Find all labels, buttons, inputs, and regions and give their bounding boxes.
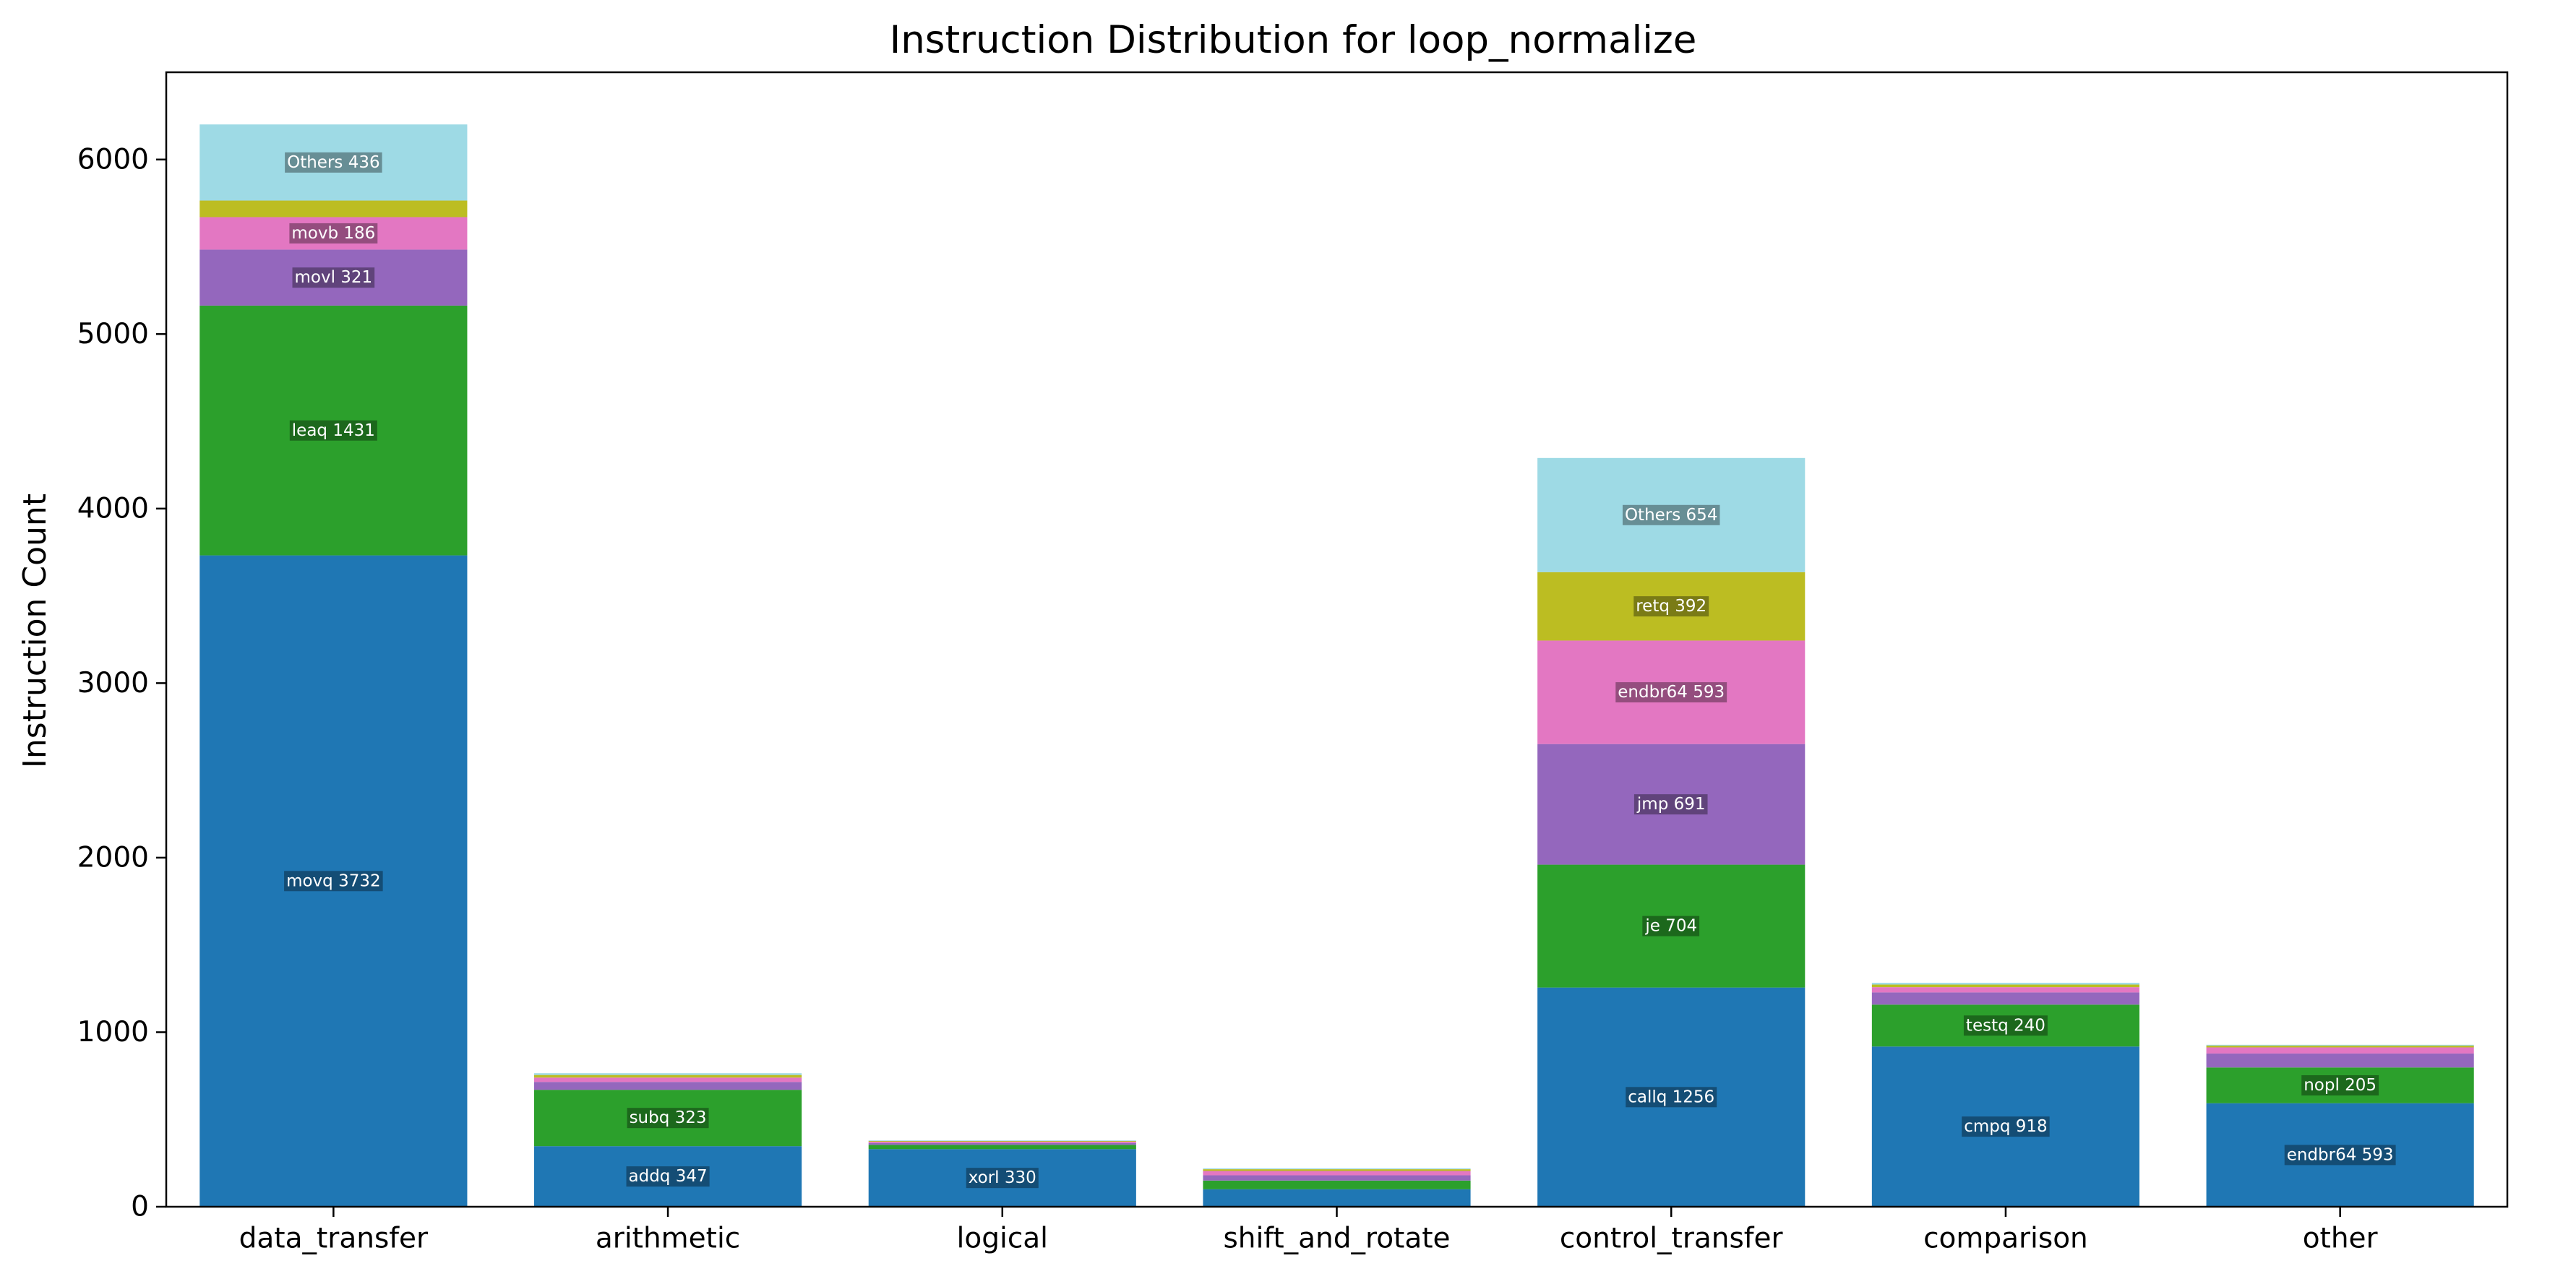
bar-segment <box>533 1075 802 1078</box>
y-tick-label: 4000 <box>77 492 149 525</box>
bar-segment <box>1871 1046 2140 1207</box>
y-tick-label: 3000 <box>77 667 149 699</box>
bar-segment <box>1203 1169 1471 1171</box>
svg-text:jmp 691: jmp 691 <box>1636 795 1706 814</box>
bar-segment <box>1203 1175 1471 1181</box>
x-tick-label: other <box>2303 1223 2379 1255</box>
svg-text:movl 321: movl 321 <box>295 268 373 287</box>
svg-text:endbr64 593: endbr64 593 <box>2287 1145 2394 1164</box>
segment-label: jmp 691 <box>1633 794 1708 815</box>
svg-text:nopl 205: nopl 205 <box>2304 1076 2377 1095</box>
bar-segment <box>2206 1047 2474 1054</box>
bar-segment <box>533 1082 802 1090</box>
bar-segment <box>199 217 468 250</box>
x-tick-label: control_transfer <box>1560 1223 1784 1255</box>
segment-label: cmpq 918 <box>1962 1116 2050 1137</box>
x-axis: data_transfer arithmetic logical shift_and_… <box>239 1207 2379 1255</box>
bar-segment <box>1537 572 1806 641</box>
bar-segment <box>2206 1053 2474 1068</box>
svg-text:cmpq 918: cmpq 918 <box>1964 1117 2047 1136</box>
svg-text:leaq 1431: leaq 1431 <box>292 421 375 440</box>
bar-segment <box>1537 987 1806 1207</box>
bar-segment <box>199 249 468 306</box>
x-tick-label: arithmetic <box>596 1223 740 1255</box>
svg-text:movq 3732: movq 3732 <box>286 871 381 890</box>
x-tick-label: data_transfer <box>239 1223 429 1255</box>
bar-segment <box>2206 1103 2474 1207</box>
y-axis-title: Instruction Count <box>17 494 53 768</box>
svg-text:Others 436: Others 436 <box>287 153 380 172</box>
bar-segment <box>868 1140 1136 1141</box>
segment-label: je 704 <box>1642 916 1700 936</box>
x-tick-label: logical <box>957 1223 1048 1255</box>
bar-segment <box>1871 984 2140 988</box>
x-tick-label: shift_and_rotate <box>1223 1223 1450 1255</box>
svg-text:testq 240: testq 240 <box>1966 1016 2045 1035</box>
bar-segment <box>1871 992 2140 1005</box>
svg-text:je 704: je 704 <box>1644 917 1697 936</box>
bar-segment <box>1537 640 1806 744</box>
bar-segment <box>1871 1004 2140 1047</box>
bar-segment <box>533 1090 802 1147</box>
y-tick-label: 0 <box>131 1191 149 1223</box>
segment-label: Others 436 <box>285 152 382 173</box>
bar-segment <box>1203 1168 1471 1170</box>
segment-label: retq 392 <box>1633 596 1709 617</box>
segment-label: movb 186 <box>289 223 378 244</box>
bar-segment <box>199 305 468 556</box>
bar-segment <box>868 1145 1136 1150</box>
y-axis: 0 1000 2000 3000 4000 5000 6000 <box>77 143 166 1223</box>
segment-label: leaq 1431 <box>289 420 377 441</box>
plot-frame <box>165 71 2509 1208</box>
svg-text:xorl 330: xorl 330 <box>969 1168 1036 1187</box>
segment-label: Others 654 <box>1622 504 1720 525</box>
bar-segment <box>1537 864 1806 988</box>
segment-label: xorl 330 <box>966 1168 1039 1189</box>
segment-label: testq 240 <box>1963 1015 2048 1036</box>
segment-label: movl 321 <box>292 267 375 288</box>
bar-segment <box>1203 1189 1471 1207</box>
segment-label: nopl 205 <box>2301 1075 2379 1096</box>
segment-label: callq 1256 <box>1626 1087 1717 1108</box>
svg-text:subq 323: subq 323 <box>630 1108 707 1127</box>
svg-text:addq 347: addq 347 <box>629 1167 708 1186</box>
bar-segment <box>2206 1067 2474 1103</box>
svg-text:Others 654: Others 654 <box>1625 506 1718 525</box>
bar-segment <box>868 1142 1136 1145</box>
bar-segment <box>533 1146 802 1207</box>
svg-text:movb 186: movb 186 <box>291 224 375 243</box>
svg-text:retq 392: retq 392 <box>1636 597 1706 616</box>
bar-segment <box>868 1140 1136 1142</box>
bar-segment <box>1537 457 1806 572</box>
bar-segment <box>533 1073 802 1075</box>
svg-text:callq 1256: callq 1256 <box>1628 1088 1714 1106</box>
x-tick-label: comparison <box>1923 1223 2088 1255</box>
bar-segment <box>199 200 468 218</box>
y-tick-label: 6000 <box>77 143 149 176</box>
segment-label: endbr64 593 <box>1615 682 1727 703</box>
segment-label: movq 3732 <box>284 871 383 892</box>
y-tick-label: 5000 <box>77 318 149 350</box>
y-tick-label: 1000 <box>77 1016 149 1048</box>
segment-label: endbr64 593 <box>2284 1145 2396 1166</box>
segment-label: subq 323 <box>627 1108 709 1129</box>
chart-title: Instruction Distribution for loop_normal… <box>890 18 1697 62</box>
bar-segment <box>1537 744 1806 865</box>
bar-segment <box>199 555 468 1207</box>
bar-segment <box>868 1141 1136 1143</box>
bar-segment <box>1203 1171 1471 1176</box>
bar-segment <box>2206 1046 2474 1048</box>
segment-label: addq 347 <box>626 1166 710 1187</box>
bar-segment <box>1203 1180 1471 1189</box>
bar-segment <box>1871 983 2140 985</box>
svg-text:endbr64 593: endbr64 593 <box>1618 683 1725 702</box>
bar-segment <box>2206 1044 2474 1046</box>
bar-segment <box>868 1149 1136 1207</box>
bar-segment <box>533 1077 802 1082</box>
bar-segment <box>199 124 468 201</box>
bar-segment <box>1871 987 2140 993</box>
bars-group: movq 3732 leaq 1431 movl 321 movb 186 Others… <box>199 124 2474 1207</box>
y-tick-label: 2000 <box>77 841 149 874</box>
